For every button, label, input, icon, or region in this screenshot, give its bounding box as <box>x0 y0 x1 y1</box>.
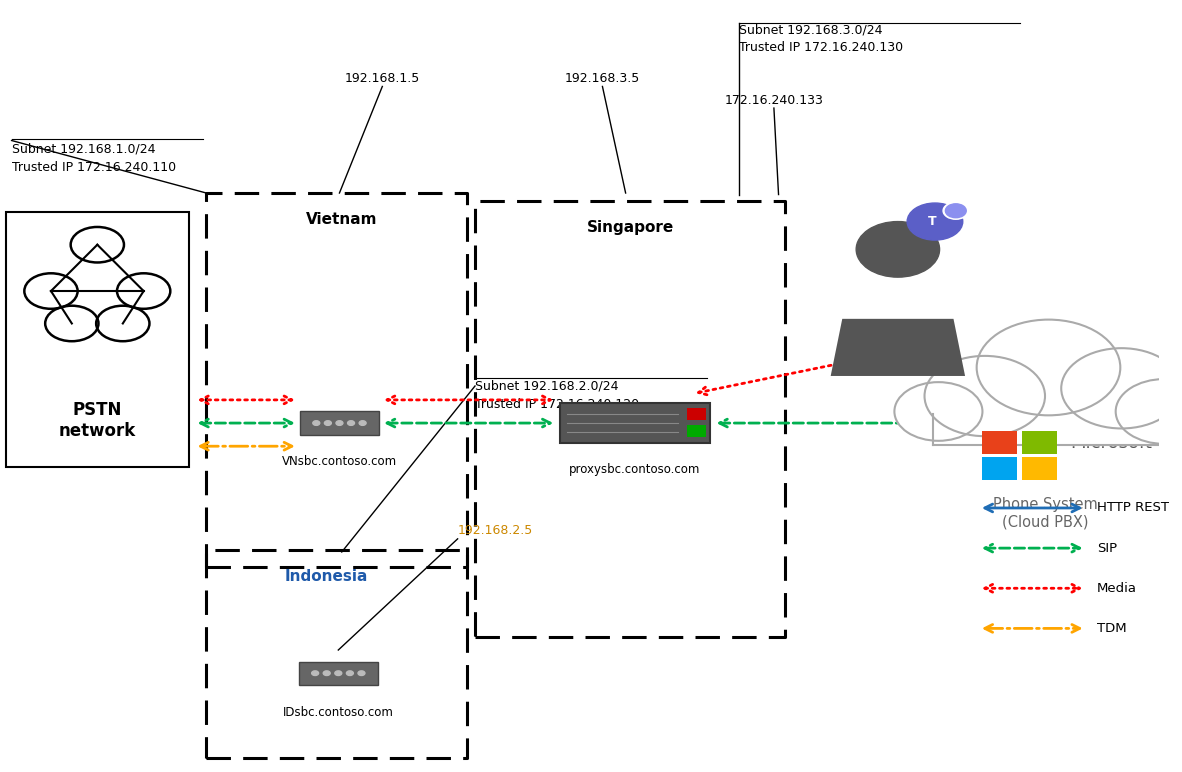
Text: proxysbc.contoso.com: proxysbc.contoso.com <box>570 463 701 476</box>
Text: Indonesia: Indonesia <box>285 569 368 584</box>
Circle shape <box>895 382 982 441</box>
Bar <box>687 408 706 420</box>
Circle shape <box>346 671 353 676</box>
Text: Subnet 192.168.2.0/24
Trusted IP 172.16.240.120: Subnet 192.168.2.0/24 Trusted IP 172.16.… <box>475 380 639 411</box>
Text: SIP: SIP <box>1097 542 1117 554</box>
Text: Subnet 192.168.3.0/24
Trusted IP 172.16.240.130: Subnet 192.168.3.0/24 Trusted IP 172.16.… <box>739 23 903 54</box>
Text: T: T <box>928 215 937 228</box>
Text: Vietnam: Vietnam <box>306 212 377 227</box>
Bar <box>299 662 378 685</box>
Circle shape <box>946 204 966 218</box>
Circle shape <box>856 222 940 277</box>
Circle shape <box>924 356 1045 436</box>
Bar <box>300 411 379 435</box>
Text: PSTN
network: PSTN network <box>59 401 136 440</box>
Circle shape <box>1116 379 1182 444</box>
Circle shape <box>336 421 343 425</box>
Circle shape <box>907 203 963 240</box>
Text: VNsbc.contoso.com: VNsbc.contoso.com <box>281 455 397 469</box>
Circle shape <box>358 671 365 676</box>
Circle shape <box>312 671 319 676</box>
Text: Singapore: Singapore <box>586 220 674 235</box>
Text: 192.168.3.5: 192.168.3.5 <box>565 72 641 85</box>
Circle shape <box>943 202 968 219</box>
Text: HTTP REST: HTTP REST <box>1097 502 1169 514</box>
Circle shape <box>359 421 366 425</box>
Circle shape <box>313 421 320 425</box>
Circle shape <box>976 320 1121 415</box>
Circle shape <box>348 421 355 425</box>
Text: 192.168.2.5: 192.168.2.5 <box>457 523 533 537</box>
Text: IDsbc.contoso.com: IDsbc.contoso.com <box>282 706 394 719</box>
Bar <box>559 403 710 443</box>
Text: 192.168.1.5: 192.168.1.5 <box>345 72 420 85</box>
Circle shape <box>1061 348 1182 428</box>
Bar <box>1022 457 1057 480</box>
Circle shape <box>324 421 331 425</box>
Circle shape <box>335 671 342 676</box>
Bar <box>982 457 1018 480</box>
Bar <box>982 431 1018 454</box>
Text: Media: Media <box>1097 582 1137 594</box>
Polygon shape <box>831 319 965 376</box>
Bar <box>687 425 706 437</box>
Text: TDM: TDM <box>1097 622 1126 635</box>
Text: Microsoft: Microsoft <box>1071 434 1152 452</box>
Text: 172.16.240.133: 172.16.240.133 <box>725 93 824 107</box>
Text: Subnet 192.168.1.0/24
Trusted IP 172.16.240.110: Subnet 192.168.1.0/24 Trusted IP 172.16.… <box>12 143 176 174</box>
Text: Phone System
(Cloud PBX): Phone System (Cloud PBX) <box>993 497 1097 530</box>
Bar <box>1022 431 1057 454</box>
Bar <box>933 392 1170 445</box>
Bar <box>6 212 189 467</box>
Circle shape <box>323 671 330 676</box>
